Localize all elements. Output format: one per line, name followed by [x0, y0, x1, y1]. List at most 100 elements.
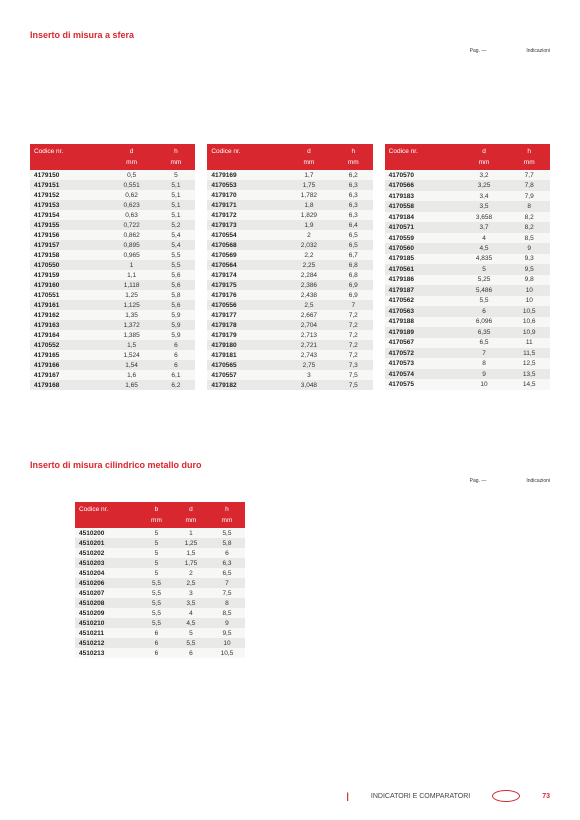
table-cell: 6,7	[334, 250, 373, 260]
table-row: 41791843,6588,2	[385, 212, 550, 222]
table-cell: 5,5	[140, 618, 173, 628]
table-b: Codice nr.dh mmmm 41791691,76,241705531,…	[207, 144, 372, 390]
table-row: 451020151,255,8	[75, 538, 245, 548]
table-cell: 4170553	[207, 180, 284, 190]
table-cell: 5	[140, 538, 173, 548]
table-cell: 4170560	[385, 243, 460, 253]
table-cell: 7,5	[334, 380, 373, 390]
table-row: 41791540,635,1	[30, 210, 195, 220]
table-cell: 4510209	[75, 608, 140, 618]
th-unit: mm	[107, 157, 157, 170]
table-row: 41791560,8625,4	[30, 230, 195, 240]
table-row: 41791671,66,1	[30, 370, 195, 380]
page-footer: | INDICATORI E COMPARATORI 73	[30, 790, 550, 802]
table-row: 41791520,625,1	[30, 190, 195, 200]
table-row: 41791896,3510,9	[385, 327, 550, 337]
th-unit: mm	[157, 157, 196, 170]
table-d: Codice nr. b d h mm mm mm 4510200515,545…	[75, 502, 245, 658]
table-cell: 5,1	[157, 210, 196, 220]
table-cell: 10,5	[508, 306, 550, 316]
table-cell: 5,6	[157, 300, 196, 310]
table-cell: 6	[460, 306, 509, 316]
table-cell: 5	[140, 568, 173, 578]
table-cell: 2,5	[173, 578, 209, 588]
table-cell: 6,4	[334, 220, 373, 230]
table-cell: 7,2	[334, 330, 373, 340]
table-row: 41791500,55	[30, 170, 195, 180]
table-row: 41791782,7047,2	[207, 320, 372, 330]
table-cell: 4179156	[30, 230, 107, 240]
table-cell: 1,54	[107, 360, 157, 370]
page-number: 73	[542, 793, 550, 800]
table-cell: 2,75	[284, 360, 334, 370]
table-row: 41791772,6677,2	[207, 310, 372, 320]
table-cell: 13,5	[508, 369, 550, 379]
table-cell: 2,743	[284, 350, 334, 360]
table-cell: 0,722	[107, 220, 157, 230]
table-cell: 6	[157, 340, 196, 350]
table-cell: 3,5	[173, 598, 209, 608]
table-cell: 4179187	[385, 285, 460, 295]
table-row: 41791591,15,6	[30, 270, 195, 280]
table-row: 41705604,59	[385, 243, 550, 253]
table-row: 41791833,47,9	[385, 191, 550, 201]
table-cell: 0,862	[107, 230, 157, 240]
table-row: 417055015,5	[30, 260, 195, 270]
footer-label: INDICATORI E COMPARATORI	[371, 793, 470, 800]
table-cell: 1,118	[107, 280, 157, 290]
table-cell: 4,5	[173, 618, 209, 628]
table-cell: 4510200	[75, 528, 140, 538]
table-cell: 4179182	[207, 380, 284, 390]
table-cell: 1,6	[107, 370, 157, 380]
table-c: Codice nr.dh mmmm 41705703,27,741705663,…	[385, 144, 550, 390]
table-row: 417055426,5	[207, 230, 372, 240]
table-row: 45102075,537,5	[75, 588, 245, 598]
table-row: 41791651,5246	[30, 350, 195, 360]
table-cell: 4510211	[75, 628, 140, 638]
table-cell: 1,75	[284, 180, 334, 190]
table-row: 41791631,3725,9	[30, 320, 195, 330]
table-cell: 4170571	[385, 222, 460, 232]
table-row: 41705652,757,3	[207, 360, 372, 370]
table-cell: 4170550	[30, 260, 107, 270]
table-cell: 4170557	[207, 370, 284, 380]
table-cell: 3,25	[460, 180, 509, 190]
table-row: 417056159,5	[385, 264, 550, 274]
table-cell: 4179150	[30, 170, 107, 180]
table-row: 41705583,58	[385, 201, 550, 211]
table-cell: 1,1	[107, 270, 157, 280]
table-cell: 5,486	[460, 285, 509, 295]
table-row: 41705642,256,8	[207, 260, 372, 270]
table-cell: 6,2	[157, 380, 196, 390]
table-row: 41791530,6235,1	[30, 200, 195, 210]
tbody-a: 41791500,5541791510,5515,141791520,625,1…	[30, 170, 195, 390]
table-cell: 4179173	[207, 220, 284, 230]
table-cell: 4170558	[385, 201, 460, 211]
table-cell: 2	[173, 568, 209, 578]
table-row: 41791731,96,4	[207, 220, 372, 230]
table-row: 41705511,255,8	[30, 290, 195, 300]
table-cell: 6,3	[334, 190, 373, 200]
table-cell: 4179155	[30, 220, 107, 230]
table-cell: 2,284	[284, 270, 334, 280]
table-cell: 2,667	[284, 310, 334, 320]
table-cell: 1,25	[173, 538, 209, 548]
table-cell: 10	[508, 296, 550, 306]
table-cell: 9,3	[508, 254, 550, 264]
table-cell: 1,25	[107, 290, 157, 300]
table-cell: 4179188	[385, 317, 460, 327]
table-row: 41791621,355,9	[30, 310, 195, 320]
table-cell: 4170564	[207, 260, 284, 270]
table-cell: 1,524	[107, 350, 157, 360]
table-cell: 5,6	[157, 280, 196, 290]
table-cell: 0,62	[107, 190, 157, 200]
table-cell: 4179152	[30, 190, 107, 200]
section1-title: Inserto di misura a sfera	[30, 30, 550, 40]
meta-left: Pag. —	[470, 48, 487, 54]
table-cell: 4510207	[75, 588, 140, 598]
table-cell: 7,5	[209, 588, 245, 598]
table-cell: 4170551	[30, 290, 107, 300]
table-cell: 4510208	[75, 598, 140, 608]
table-cell: 6,5	[334, 240, 373, 250]
table-cell: 6	[140, 628, 173, 638]
